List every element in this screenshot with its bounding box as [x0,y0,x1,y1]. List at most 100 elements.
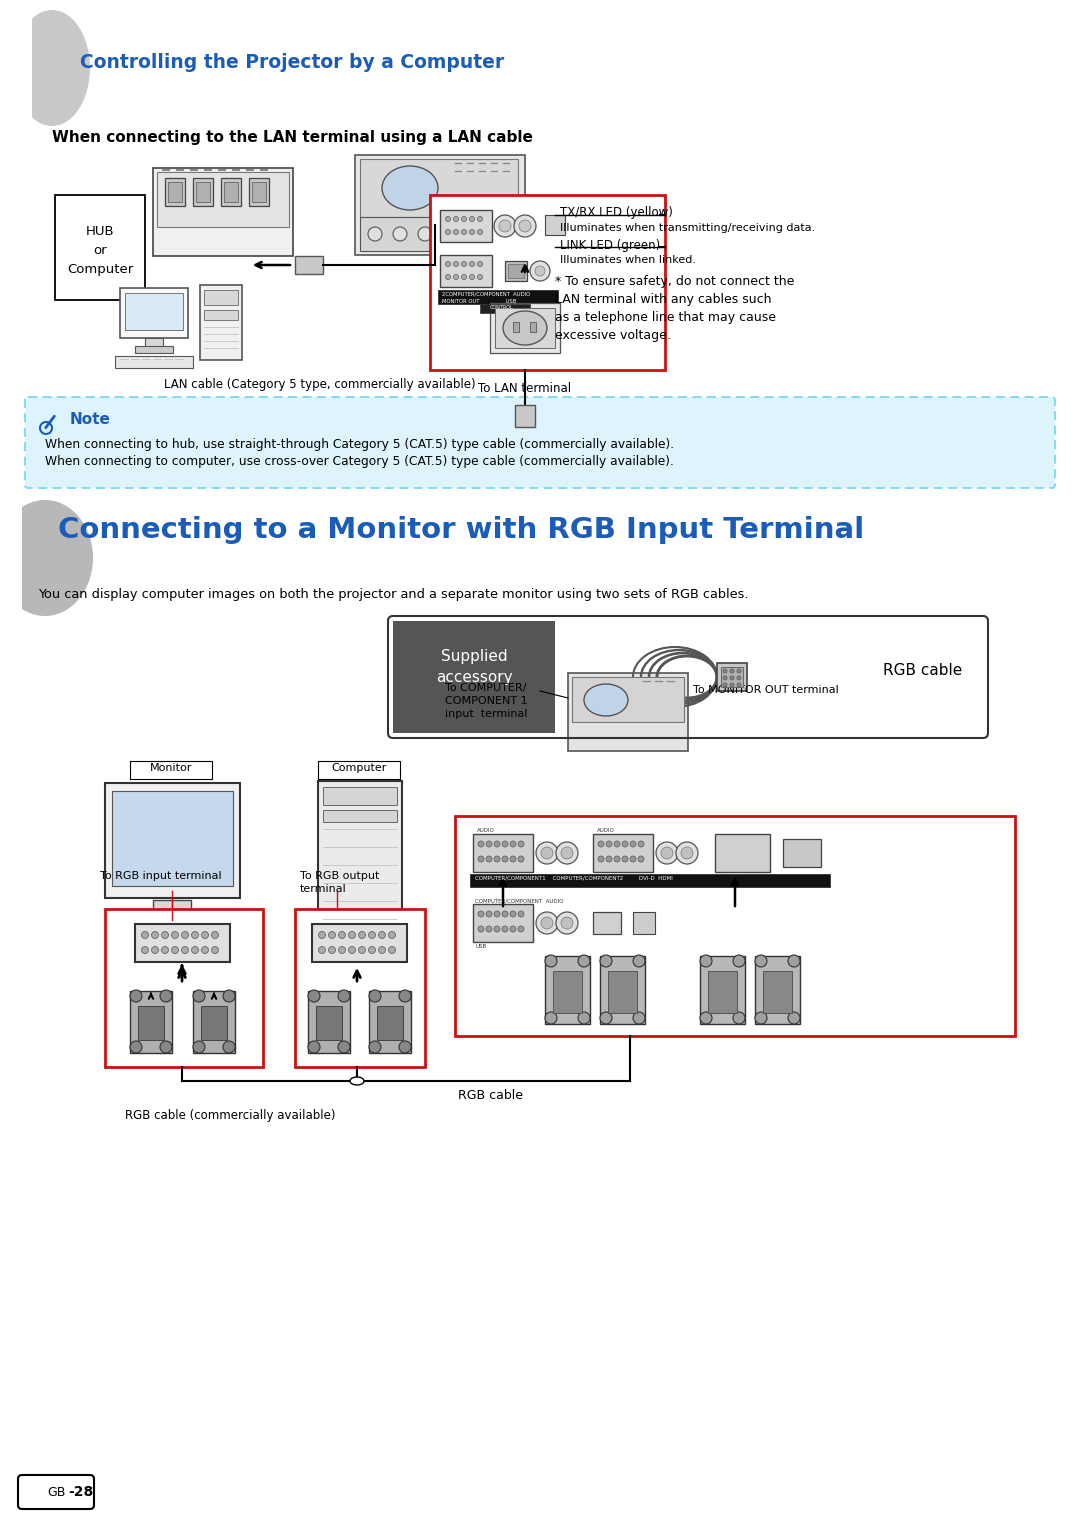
Bar [530,321,536,332]
Circle shape [723,669,727,673]
Circle shape [545,955,557,967]
Circle shape [399,990,411,1002]
Text: When connecting to hub, use straight-through Category 5 (CAT.5) type cable (comm: When connecting to hub, use straight-thr… [45,439,674,451]
Bar [165,178,185,206]
Circle shape [461,274,467,280]
Bar [515,405,535,426]
Bar [224,183,238,203]
Circle shape [368,932,376,938]
Bar [153,900,191,920]
Circle shape [338,932,346,938]
Text: USB: USB [475,944,486,949]
Circle shape [518,926,524,932]
Circle shape [656,842,678,864]
Bar [130,762,212,778]
Bar [455,816,1015,1036]
Circle shape [172,932,178,938]
Circle shape [494,215,516,238]
Circle shape [499,219,511,231]
Ellipse shape [0,500,93,615]
Text: Controlling the Projector by a Computer: Controlling the Projector by a Computer [80,52,504,72]
Bar [316,1007,342,1040]
Circle shape [519,219,531,231]
Circle shape [338,1042,350,1052]
Circle shape [630,856,636,862]
Text: Illuminates when linked.: Illuminates when linked. [561,254,696,265]
Circle shape [556,842,578,864]
Text: TX/RX LED (yellow): TX/RX LED (yellow) [561,206,673,219]
Circle shape [202,946,208,953]
Text: When connecting to the LAN terminal using a LAN cable: When connecting to the LAN terminal usin… [52,129,532,145]
Circle shape [510,911,516,917]
Text: RGB cable (commercially available): RGB cable (commercially available) [125,1109,335,1122]
Circle shape [478,911,484,917]
Circle shape [319,932,325,938]
Circle shape [378,946,386,953]
Text: RGB cable: RGB cable [458,1089,523,1103]
Bar [114,356,193,369]
Circle shape [486,911,492,917]
Bar [783,839,821,867]
Text: Computer: Computer [332,763,387,774]
Text: * To ensure safety, do not connect the
LAN terminal with any cables such
as a te: * To ensure safety, do not connect the L… [555,276,795,343]
Bar [193,991,235,1052]
Bar [360,216,518,251]
Circle shape [494,926,500,932]
Bar [593,835,653,873]
Text: AUDIO: AUDIO [597,829,615,833]
Bar [201,1007,227,1040]
Text: To COMPUTER/
COMPONENT 1
input  terminal: To COMPUTER/ COMPONENT 1 input terminal [445,682,528,719]
Circle shape [541,847,553,859]
Circle shape [630,841,636,847]
Circle shape [510,856,516,862]
Bar [473,835,534,873]
Circle shape [477,216,483,221]
Text: 2COMPUTER/COMPONENT  AUDIO: 2COMPUTER/COMPONENT AUDIO [442,291,530,295]
Circle shape [162,946,168,953]
Circle shape [181,932,189,938]
Bar [249,178,269,206]
Text: Supplied
accessory: Supplied accessory [435,649,512,685]
Circle shape [141,946,149,953]
Circle shape [633,955,645,967]
Circle shape [470,216,474,221]
Bar [545,956,590,1023]
Circle shape [141,932,149,938]
Bar [438,289,558,305]
Bar [157,172,289,227]
Circle shape [454,216,459,221]
Circle shape [661,847,673,859]
Circle shape [130,990,141,1002]
Bar [153,168,293,256]
Circle shape [545,1011,557,1023]
Circle shape [478,856,484,862]
Circle shape [518,841,524,847]
Text: When connecting to computer, use cross-over Category 5 (CAT.5) type cable (comme: When connecting to computer, use cross-o… [45,455,674,468]
Bar [717,663,747,691]
Circle shape [222,1042,235,1052]
Circle shape [369,990,381,1002]
Text: GB: GB [46,1485,65,1499]
Bar [135,918,210,928]
Circle shape [193,990,205,1002]
Circle shape [130,1042,141,1052]
Bar [568,673,688,751]
Circle shape [443,227,457,241]
Bar [708,972,737,1013]
Circle shape [328,946,336,953]
Circle shape [536,912,558,934]
Circle shape [470,274,474,280]
Circle shape [193,1042,205,1052]
Circle shape [622,841,627,847]
Circle shape [530,260,550,282]
Circle shape [399,1042,411,1052]
Circle shape [633,1011,645,1023]
Ellipse shape [584,684,627,716]
Bar [138,1007,164,1040]
Bar [112,790,233,886]
Circle shape [730,669,734,673]
Ellipse shape [350,1077,364,1084]
Bar [125,292,183,330]
Text: AUDIO: AUDIO [477,829,495,833]
Circle shape [486,841,492,847]
